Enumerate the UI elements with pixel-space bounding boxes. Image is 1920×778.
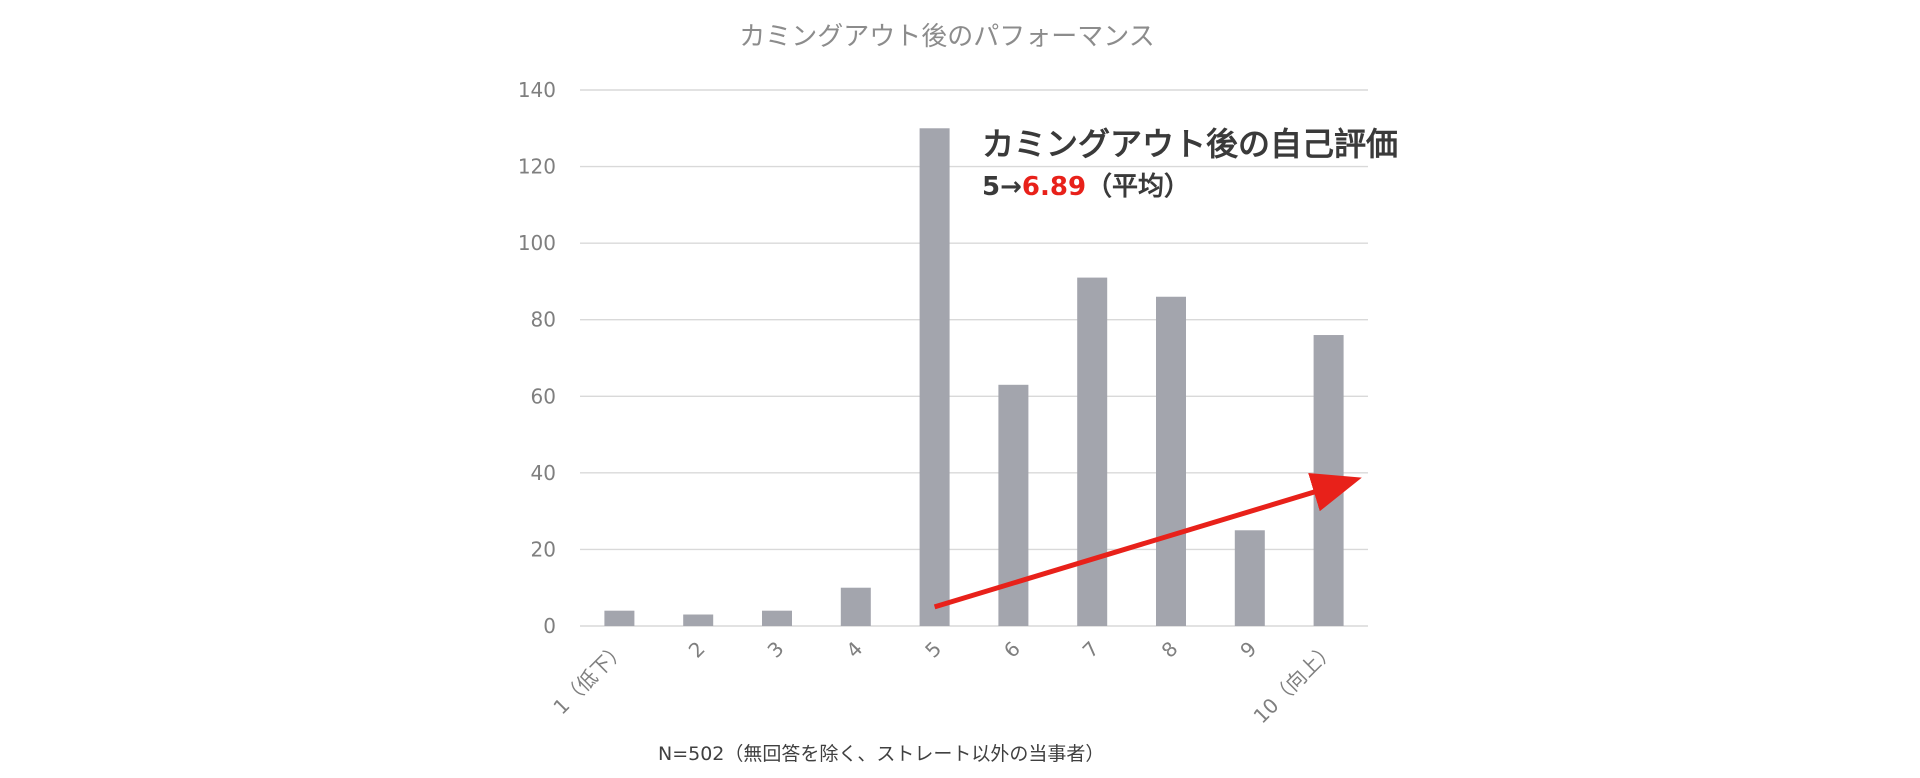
- chart-title: カミングアウト後のパフォーマンス: [739, 22, 1154, 52]
- bar-7: [1077, 277, 1108, 626]
- annotation-subtitle: 5→6.89（平均）: [982, 172, 1190, 202]
- x-tick-label: 6: [999, 637, 1025, 663]
- x-axis-ticks: 1（低下） 2 3 4 5 6 7 8 910（向上）: [548, 637, 1340, 729]
- sample-note: N=502（無回答を除く、ストレート以外の当事者）: [658, 743, 1104, 765]
- bar-6: [998, 384, 1029, 626]
- x-tick-label: 9: [1235, 637, 1261, 663]
- annotation-suffix: （平均）: [1086, 172, 1190, 202]
- bar-2: [683, 614, 714, 626]
- bar-1: [604, 610, 635, 626]
- bar-8: [1156, 296, 1186, 626]
- x-tick-label: 7: [1078, 637, 1104, 663]
- y-tick-label: 20: [531, 537, 556, 561]
- y-tick-label: 80: [531, 308, 556, 332]
- trend-arrow: [933, 472, 1362, 610]
- bars: [604, 128, 1344, 627]
- x-tick-label: 3: [763, 637, 789, 663]
- x-tick-label: 5: [920, 637, 946, 663]
- y-tick-label: 40: [531, 461, 556, 485]
- bar-10: [1313, 335, 1344, 626]
- annotation-title: カミングアウト後の自己評価: [982, 125, 1398, 163]
- x-tick-label: 10（向上）: [1249, 637, 1341, 729]
- x-tick-label: 1（低下）: [548, 637, 631, 720]
- y-tick-label: 120: [518, 155, 556, 179]
- x-tick-label: 4: [841, 637, 867, 663]
- annotation-prefix: 5→: [982, 172, 1022, 202]
- x-tick-label: 2: [684, 637, 710, 663]
- y-tick-label: 140: [518, 78, 556, 102]
- gridlines: [580, 89, 1368, 627]
- bar-3: [762, 610, 792, 626]
- y-tick-label: 60: [531, 384, 556, 408]
- y-tick-label: 100: [518, 231, 556, 255]
- y-tick-label: 0: [543, 614, 556, 638]
- x-tick-label: 8: [1157, 637, 1183, 663]
- y-axis-ticks: 0 20 40 60 80 100 120 140: [518, 78, 556, 638]
- annotation-average-value: 6.89: [1022, 172, 1086, 202]
- bar-9: [1234, 530, 1265, 626]
- bar-5: [919, 128, 950, 627]
- bar-4: [840, 587, 871, 626]
